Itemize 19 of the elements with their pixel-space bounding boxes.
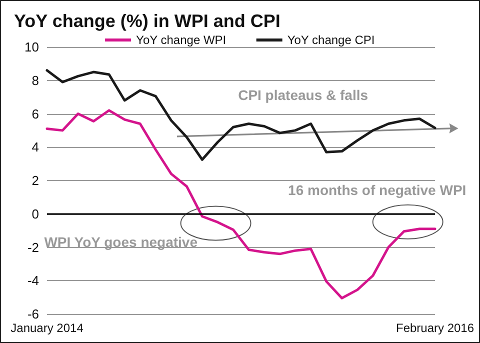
x-tick-label: January 2014: [10, 321, 84, 335]
y-tick-label: 8: [32, 72, 39, 88]
y-tick-label: 6: [32, 106, 39, 122]
annotation: 16 months of negative WPI: [288, 182, 466, 198]
annotation: CPI plateaus & falls: [238, 87, 368, 104]
x-tick-label: February 2016: [396, 321, 474, 335]
y-tick-label: 10: [24, 40, 39, 54]
line-series: [46, 69, 436, 161]
y-tick-label: 2: [32, 173, 39, 188]
y-tick-label: -2: [27, 240, 39, 255]
annotation: WPI YoY goes negative: [44, 234, 198, 250]
y-tick-label: 0: [32, 206, 39, 222]
y-tick-label: -4: [27, 273, 39, 288]
y-tick-label: -6: [27, 306, 39, 322]
legend-label: YoY change CPI: [287, 33, 375, 47]
legend-label: YoY change WPI: [136, 33, 226, 47]
y-tick-label: 4: [32, 140, 39, 155]
chart-title: YoY change (%) in WPI and CPI: [14, 11, 280, 31]
line-series: [46, 109, 436, 300]
